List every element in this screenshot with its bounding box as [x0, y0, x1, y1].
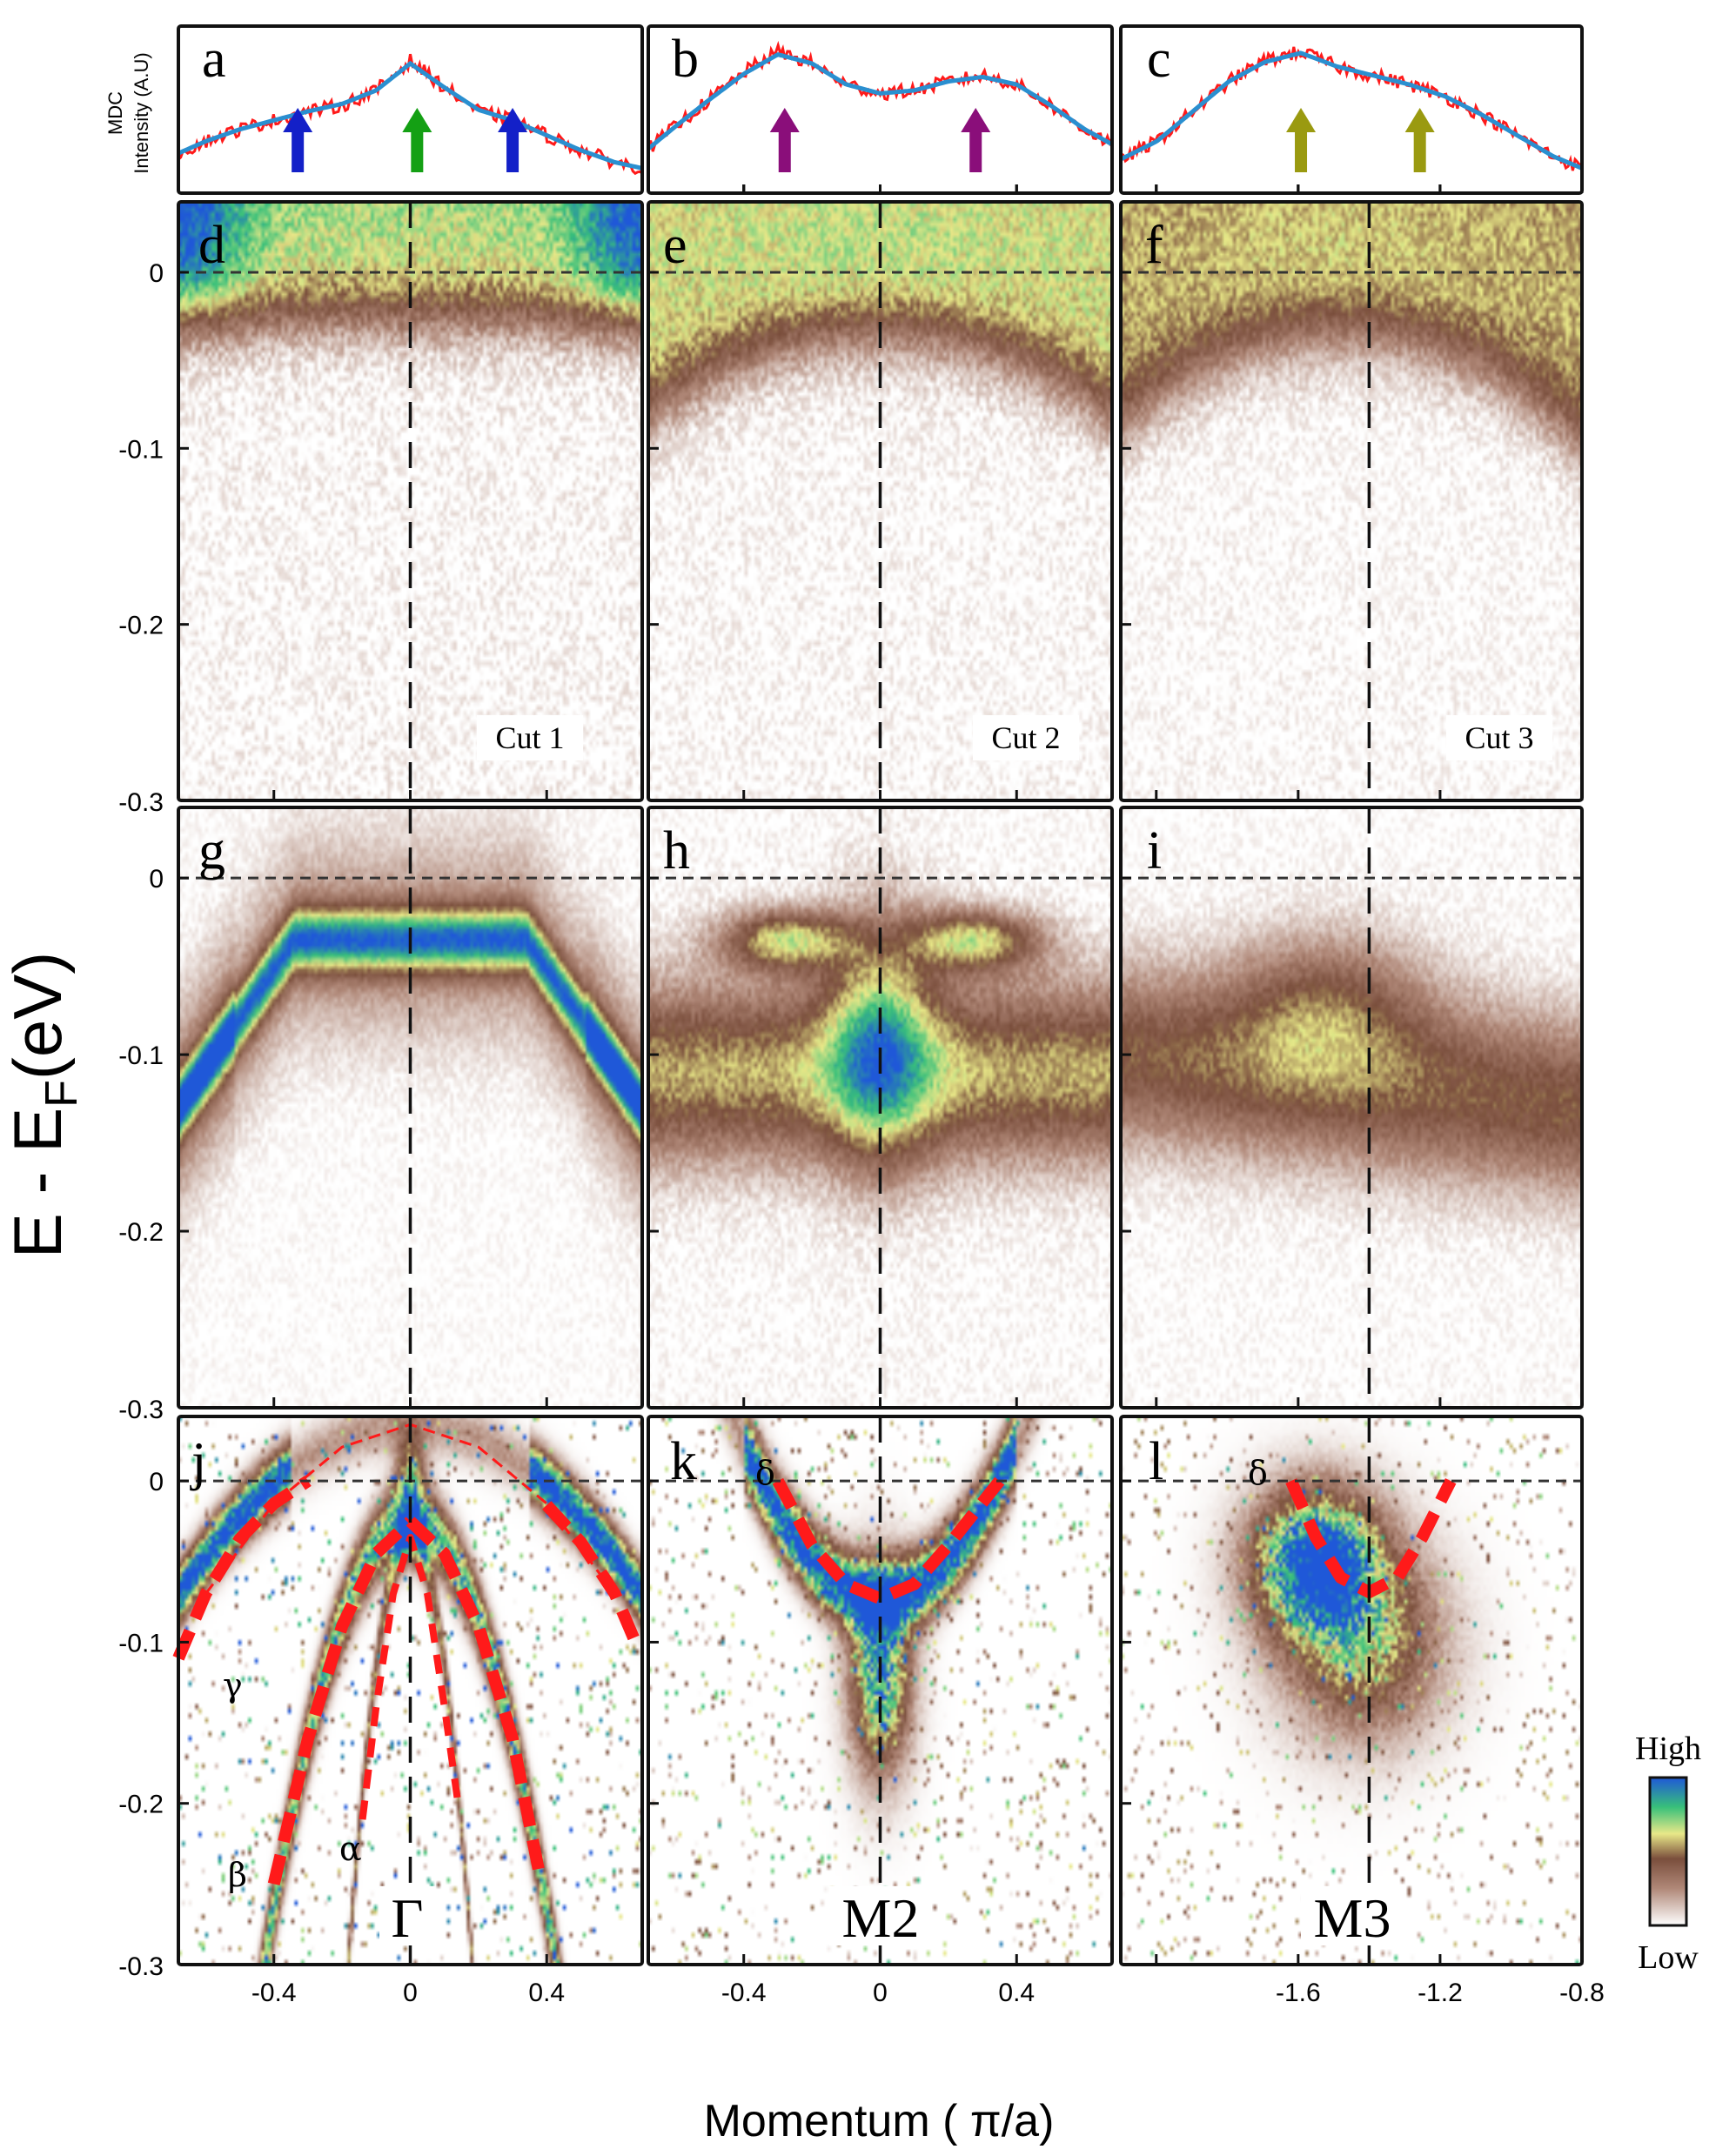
panel-frame: [177, 24, 644, 195]
panel-frame: [1119, 806, 1584, 1409]
band-label-gamma: γ: [223, 1666, 243, 1704]
y-tick-label: -0.3: [118, 1396, 164, 1424]
colorbar: [1648, 1776, 1688, 1927]
panel-letter-h: h: [663, 821, 690, 880]
mdc-c-series-0: [1120, 46, 1583, 171]
panel-letter-c: c: [1147, 30, 1171, 89]
cut-label-box: [477, 715, 583, 760]
mdc-b-series-1: [647, 52, 1114, 151]
panel-letter-i: i: [1147, 821, 1162, 880]
cut-label: Cut 3: [1465, 720, 1533, 755]
cut-label-box: [1446, 715, 1552, 760]
y-tick-label: -0.1: [118, 435, 164, 464]
panel-frame: [1119, 24, 1584, 195]
panel-letter-a: a: [202, 30, 226, 89]
y-axis-title: E - EF(eV): [0, 952, 87, 1259]
y-tick-label: -0.2: [118, 1791, 164, 1819]
y-tick-label: 0: [149, 259, 164, 288]
point-label: Γ: [392, 1887, 424, 1949]
mdc-a-series-1: [177, 60, 643, 171]
point-label: M3: [1314, 1887, 1391, 1949]
panel-letter-d: d: [198, 216, 225, 275]
x-axis-title: Momentum ( π/a): [704, 2096, 1055, 2146]
chart-marks: [172, 40, 1583, 1965]
panel-letter-l: l: [1149, 1432, 1163, 1491]
mdc-b-arrow-0: [769, 108, 800, 172]
cut-label: Cut 1: [495, 720, 564, 755]
point-label: M2: [842, 1887, 920, 1949]
band-label-delta-l: δ: [1248, 1454, 1268, 1492]
x-tick-label: 0.4: [998, 1979, 1035, 2007]
x-tick-label: -0.4: [721, 1979, 767, 2007]
point-label-box: [379, 1886, 435, 1945]
x-tick-label: -0.8: [1559, 1979, 1605, 2007]
mdc-a-series-0: [177, 53, 643, 176]
band-k-0: [772, 1476, 1005, 1605]
panel-letter-j: j: [190, 1432, 206, 1491]
panel-frame: [1119, 1415, 1584, 1966]
y-tick-label: -0.1: [118, 1041, 164, 1070]
mdc-a-arrow-1: [402, 108, 432, 172]
panel-letter-g: g: [198, 821, 225, 880]
panel-frames: [177, 24, 1584, 1966]
cut-label: Cut 2: [991, 720, 1060, 755]
y-tick-label: -0.2: [118, 1218, 164, 1247]
heatmap-l: [1121, 1416, 1582, 1965]
panel-letter-e: e: [663, 216, 687, 275]
x-tick-label: 0: [873, 1979, 888, 2007]
y-tick-label: 0: [149, 865, 164, 894]
text-labels: a b c d e f g h i j k l 0 -0.1 -0.2 -0.3 0 -0.1 -0.2 -0.3 0 -…: [0, 30, 1701, 2146]
x-tick-label: -1.2: [1418, 1979, 1463, 2007]
x-tick-label: 0: [403, 1979, 418, 2007]
y-tick-label: -0.3: [118, 1952, 164, 1981]
band-j-1: [542, 1501, 641, 1645]
mdc-b-arrow-1: [961, 108, 991, 172]
mdc-axis-label: MDC Intensity (A.U): [104, 52, 152, 173]
x-tick-label: -1.6: [1276, 1979, 1321, 2007]
mdc-a-arrow-0: [283, 108, 313, 172]
heatmap-f: [1121, 202, 1582, 800]
panel-letter-b: b: [672, 30, 699, 89]
y-tick-label: -0.3: [118, 788, 164, 817]
y-tick-label: 0: [149, 1468, 164, 1496]
mdc-c-series-1: [1119, 50, 1583, 171]
point-label-box: [1301, 1886, 1404, 1945]
panel-letter-f: f: [1145, 216, 1163, 275]
mdc-c-arrow-0: [1286, 108, 1317, 172]
heatmap-i: [1121, 807, 1582, 1408]
x-tick-label: -0.4: [251, 1979, 297, 2007]
band-j-3: [267, 1517, 415, 1886]
cut-label-box: [973, 715, 1079, 760]
band-j-0: [172, 1476, 312, 1661]
x-tick-label: 0.4: [528, 1979, 565, 2007]
band-label-delta-k: δ: [755, 1454, 775, 1492]
mdc-a-arrow-2: [498, 108, 528, 172]
y-tick-label: -0.2: [118, 612, 164, 640]
panel-frame: [1119, 200, 1584, 802]
colorbar-high-label: High: [1635, 1731, 1701, 1767]
band-label-alpha: α: [339, 1830, 362, 1868]
colorbar-low-label: Low: [1638, 1939, 1699, 1976]
mdc-c-arrow-1: [1404, 108, 1435, 172]
y-tick-label: -0.1: [118, 1629, 164, 1657]
panel-frame: [647, 24, 1114, 195]
panel-letter-k: k: [670, 1432, 697, 1491]
point-label-box: [829, 1886, 932, 1945]
band-label-beta: β: [228, 1856, 247, 1894]
